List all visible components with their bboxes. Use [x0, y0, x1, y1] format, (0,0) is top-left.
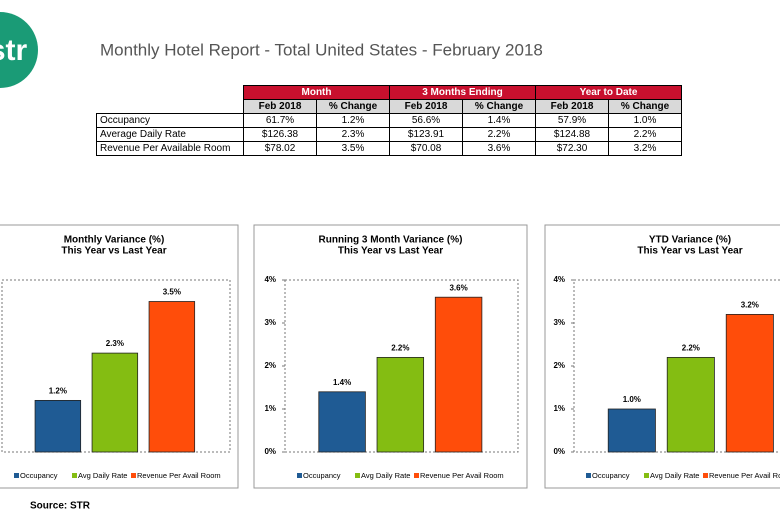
value-label: 1.4%	[333, 378, 351, 387]
bar	[318, 391, 366, 453]
group-header: Year to Date	[535, 85, 682, 100]
bar	[725, 313, 774, 453]
legend-swatch	[644, 473, 649, 478]
y-tick-label: 0%	[264, 447, 276, 456]
legend-swatch	[355, 473, 360, 478]
table-cell: 1.2%	[316, 113, 390, 128]
y-tick-label: 3%	[264, 318, 276, 327]
table-cell: 57.9%	[535, 113, 609, 128]
legend-label: Occupancy	[592, 471, 630, 480]
table-cell: 3.2%	[608, 141, 682, 156]
row-label: Revenue Per Available Room	[96, 141, 244, 156]
subheader: Feb 2018	[535, 99, 609, 114]
y-tick-label: 3%	[553, 318, 565, 327]
legend-label: Avg Daily Rate	[361, 471, 410, 480]
table-cell: 1.4%	[462, 113, 536, 128]
bar	[666, 356, 715, 453]
bar	[91, 352, 139, 453]
logo-circle	[0, 12, 38, 88]
legend-label: Revenue Per Avail Room	[709, 471, 780, 480]
y-tick-label: 1%	[553, 404, 565, 413]
legend-label: Avg Daily Rate	[78, 471, 127, 480]
page-title: Monthly Hotel Report - Total United Stat…	[100, 40, 543, 59]
subheader: % Change	[608, 99, 682, 114]
table-cell: 61.7%	[243, 113, 317, 128]
subheader-row: Feb 2018 % Change Feb 2018 % Change Feb …	[96, 99, 682, 114]
legend-swatch	[586, 473, 591, 478]
chart-subtitle: This Year vs Last Year	[338, 246, 443, 257]
table-cell: $126.38	[243, 127, 317, 142]
chart-subtitle: This Year vs Last Year	[637, 246, 742, 257]
value-label: 1.0%	[623, 395, 641, 404]
legend-swatch	[131, 473, 136, 478]
table-row: Occupancy 61.7% 1.2% 56.6% 1.4% 57.9% 1.0%	[96, 113, 682, 128]
source: Source: STR	[30, 501, 91, 512]
legend-label: Revenue Per Avail Room	[137, 471, 221, 480]
subheader: % Change	[462, 99, 536, 114]
table-row: Revenue Per Available Room $78.02 3.5% $70.…	[96, 141, 682, 156]
table-cell: $78.02	[243, 141, 317, 156]
value-label: 3.6%	[449, 283, 467, 292]
row-label: Occupancy	[96, 113, 244, 128]
legend-label: Avg Daily Rate	[650, 471, 699, 480]
y-tick-label: 0%	[553, 447, 565, 456]
value-label: 1.2%	[49, 387, 67, 396]
blank	[96, 99, 244, 114]
chart-title: Monthly Variance (%)	[64, 235, 165, 246]
table-cell: $70.08	[389, 141, 463, 156]
table-cell: 1.0%	[608, 113, 682, 128]
legend-label: Occupancy	[20, 471, 58, 480]
group-header: 3 Months Ending	[389, 85, 536, 100]
subheader: Feb 2018	[389, 99, 463, 114]
report-table: Month 3 Months Ending Year to Date Feb 2…	[96, 85, 682, 156]
y-tick-label: 1%	[264, 404, 276, 413]
chart-title: Running 3 Month Variance (%)	[319, 235, 463, 246]
table-cell: 3.5%	[316, 141, 390, 156]
y-tick-label: 2%	[553, 361, 565, 370]
chart-title: YTD Variance (%)	[649, 235, 731, 246]
subheader: % Change	[316, 99, 390, 114]
logo: str	[0, 34, 27, 67]
legend-swatch	[297, 473, 302, 478]
table-cell: $124.88	[535, 127, 609, 142]
bar	[607, 408, 656, 453]
table-cell: $123.91	[389, 127, 463, 142]
legend-label: Revenue Per Avail Room	[420, 471, 504, 480]
blank	[96, 85, 244, 100]
table-cell: 2.3%	[316, 127, 390, 142]
value-label: 2.2%	[682, 344, 700, 353]
legend-label: Occupancy	[303, 471, 341, 480]
bar	[376, 356, 425, 453]
bar	[34, 399, 82, 453]
table-cell: 56.6%	[389, 113, 463, 128]
y-tick-label: 4%	[553, 275, 565, 284]
row-label: Average Daily Rate	[96, 127, 244, 142]
subheader: Feb 2018	[243, 99, 317, 114]
y-tick-label: 2%	[264, 361, 276, 370]
y-tick-label: 4%	[264, 275, 276, 284]
legend-swatch	[703, 473, 708, 478]
value-label: 3.2%	[741, 301, 759, 310]
legend-swatch	[14, 473, 19, 478]
value-label: 2.2%	[391, 344, 409, 353]
table-cell: 3.6%	[462, 141, 536, 156]
value-label: 2.3%	[106, 339, 124, 348]
legend-swatch	[414, 473, 419, 478]
group-row: Month 3 Months Ending Year to Date	[96, 85, 682, 100]
table-cell: 2.2%	[608, 127, 682, 142]
table-cell: $72.30	[535, 141, 609, 156]
bar	[434, 296, 483, 453]
chart-subtitle: This Year vs Last Year	[61, 246, 166, 257]
legend-swatch	[72, 473, 77, 478]
value-label: 3.5%	[163, 288, 181, 297]
table-cell: 2.2%	[462, 127, 536, 142]
table-row: Average Daily Rate $126.38 2.3% $123.91 2.2%…	[96, 127, 682, 142]
group-header: Month	[243, 85, 390, 100]
bar	[148, 301, 196, 453]
